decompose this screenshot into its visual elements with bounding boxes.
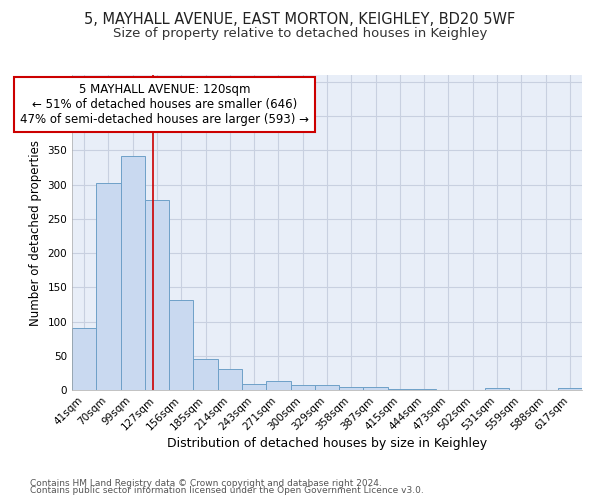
Bar — [315, 385, 339, 390]
Bar — [169, 300, 193, 390]
Bar — [412, 388, 436, 390]
Text: 5 MAYHALL AVENUE: 120sqm
← 51% of detached houses are smaller (646)
47% of semi-: 5 MAYHALL AVENUE: 120sqm ← 51% of detach… — [20, 83, 309, 126]
Y-axis label: Number of detached properties: Number of detached properties — [29, 140, 42, 326]
Bar — [558, 388, 582, 390]
Text: Contains HM Land Registry data © Crown copyright and database right 2024.: Contains HM Land Registry data © Crown c… — [30, 478, 382, 488]
Bar — [339, 388, 364, 390]
Bar — [121, 156, 145, 390]
Text: 5, MAYHALL AVENUE, EAST MORTON, KEIGHLEY, BD20 5WF: 5, MAYHALL AVENUE, EAST MORTON, KEIGHLEY… — [85, 12, 515, 28]
Bar — [145, 200, 169, 390]
Bar — [388, 388, 412, 390]
Bar — [72, 328, 96, 390]
X-axis label: Distribution of detached houses by size in Keighley: Distribution of detached houses by size … — [167, 438, 487, 450]
Text: Contains public sector information licensed under the Open Government Licence v3: Contains public sector information licen… — [30, 486, 424, 495]
Bar — [218, 370, 242, 390]
Bar — [242, 384, 266, 390]
Bar — [364, 388, 388, 390]
Text: Size of property relative to detached houses in Keighley: Size of property relative to detached ho… — [113, 28, 487, 40]
Bar — [193, 358, 218, 390]
Bar — [290, 385, 315, 390]
Bar — [485, 388, 509, 390]
Bar — [96, 182, 121, 390]
Bar — [266, 381, 290, 390]
